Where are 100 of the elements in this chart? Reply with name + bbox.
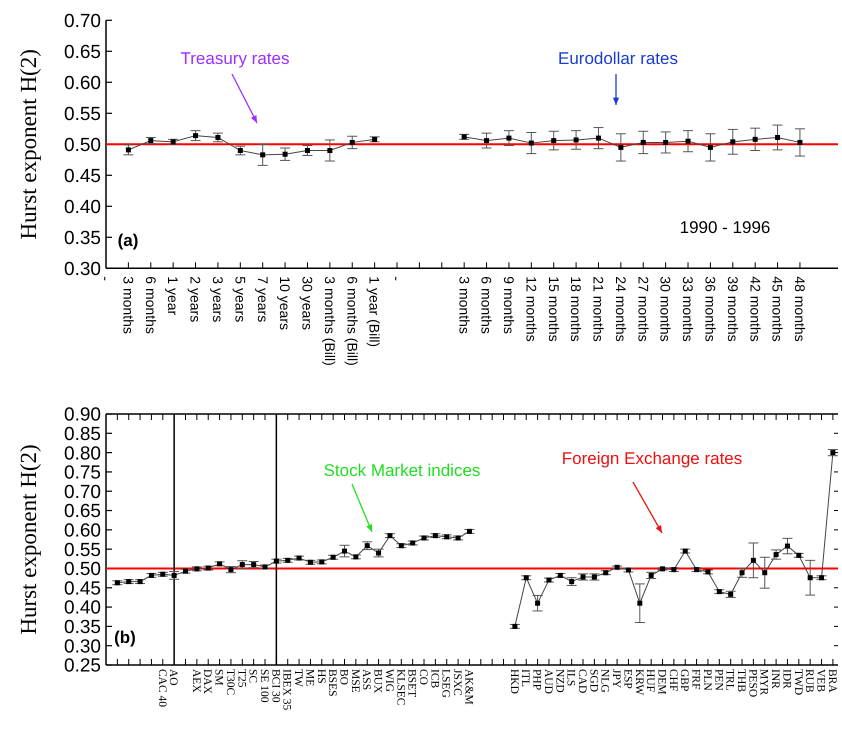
y-tick-label: 0.70 (64, 482, 101, 503)
point (574, 137, 579, 142)
point (528, 140, 534, 146)
y-tick-label: 0.90 (64, 404, 101, 426)
x-tick-label: BSES (326, 669, 338, 696)
x-tick-label: 48 months (792, 276, 808, 342)
x-tick-label: 33 months (680, 276, 696, 342)
x-tick-label: ME (303, 669, 316, 686)
annotation: (b) (114, 628, 136, 647)
x-tick-label: TW (292, 669, 304, 688)
point (551, 138, 556, 144)
y-tick-label: 0.60 (64, 72, 101, 94)
y-tick-label: 0.25 (64, 656, 101, 677)
x-tick-label: 9 months (501, 276, 518, 334)
x-tick-label: HKD (508, 669, 520, 694)
x-tick-label: 3 years (210, 276, 226, 322)
x-tick-label: DEM (656, 669, 668, 695)
x-tick-label: THB (735, 669, 748, 692)
y-tick-label: 0.55 (64, 540, 101, 561)
x-tick-label: PHP (530, 669, 543, 690)
x-tick-label: 12 months (523, 276, 540, 342)
x-tick-label: TRL (724, 669, 736, 691)
x-tick-label: BSET (406, 669, 418, 698)
x-tick-label: 42 months (747, 276, 764, 342)
x-tick-label: 30 months (658, 276, 674, 342)
x-tick-label: 2 years (188, 276, 204, 322)
point (663, 140, 668, 145)
x-tick-label: 6 months (478, 276, 495, 334)
x-tick-label: - (98, 276, 114, 282)
y-tick-label: 0.40 (64, 598, 101, 619)
x-tick-label: INR (769, 669, 782, 690)
y-tick-label: 0.50 (64, 559, 101, 580)
y-tick-label: 0.65 (64, 501, 101, 522)
x-tick-label: NZD (553, 669, 566, 693)
x-tick-label: 6 months (Bill) (344, 276, 360, 366)
point (730, 139, 736, 144)
annotation: Eurodollar rates (558, 49, 678, 68)
y-tick-label: 0.50 (64, 134, 101, 156)
x-tick-label: KRW (632, 669, 645, 696)
point (327, 148, 332, 153)
y-tick-label: 0.45 (64, 166, 101, 187)
x-tick-label: BCI 30 (269, 669, 282, 703)
x-tick-label: RUB (803, 669, 816, 693)
annotation: Treasury rates (180, 49, 290, 68)
y-tick-label: 0.55 (64, 104, 101, 125)
x-tick-label: HUF (644, 669, 656, 692)
point (596, 136, 601, 141)
point (304, 148, 310, 153)
x-tick-label: 6 months (142, 276, 159, 334)
x-tick-label: AK&M (462, 669, 474, 705)
x-tick-label: - (389, 276, 406, 282)
x-tick-label: 18 months (568, 276, 584, 342)
y-axis-title: Hurst exponent H(2) (16, 49, 41, 240)
x-tick-label: 5 years (232, 276, 248, 322)
x-tick-label: AEX (190, 669, 202, 694)
x-tick-label: 1 year (Bill) (366, 276, 383, 348)
point (193, 133, 198, 138)
point (618, 144, 624, 150)
x-tick-label: CO (416, 669, 429, 685)
x-tick-label: 10 years (277, 276, 294, 330)
x-tick-label: 3 months (Bill) (322, 276, 338, 366)
x-tick-label: 27 months (635, 276, 652, 342)
annotation: (a) (118, 231, 138, 250)
point (506, 136, 512, 141)
point (126, 147, 131, 152)
x-tick-label: BRA (826, 669, 838, 694)
x-tick-label: 1 year (165, 276, 182, 316)
x-tick-label: IDR (780, 669, 792, 690)
x-tick-label: SE 100 (258, 669, 270, 703)
x-tick-label: T30C (224, 669, 236, 696)
annotation: Stock Market indices (324, 461, 480, 480)
point (260, 152, 266, 158)
x-tick-label: 24 months (612, 276, 629, 342)
x-tick-label: GBP (678, 669, 690, 692)
y-tick-label: 0.70 (64, 10, 101, 32)
x-tick-label: 7 years (254, 276, 271, 322)
x-tick-label: NLG (598, 669, 611, 693)
x-tick-label: 39 months (724, 276, 741, 342)
y-tick-label: 0.75 (64, 462, 101, 484)
point (686, 138, 691, 144)
point (752, 136, 758, 142)
y-tick-label: 0.30 (64, 258, 101, 280)
x-tick-label: T25 (235, 669, 248, 688)
point (484, 138, 490, 144)
x-tick-label: LSEG (440, 669, 452, 698)
x-tick-label: SC (246, 669, 259, 684)
x-tick-label: CAD (576, 669, 588, 694)
y-tick-label: 0.30 (64, 636, 101, 658)
x-tick-label: 15 months (546, 276, 562, 342)
x-tick-label: AUD (542, 669, 554, 694)
x-tick-label: PEN (712, 669, 724, 692)
x-tick-label: MSE (348, 669, 361, 693)
point (797, 140, 802, 145)
x-tick-label: 36 months (702, 276, 719, 342)
x-tick-label: IBEX 35 (280, 669, 293, 710)
x-tick-label: AO (167, 669, 180, 686)
annotation: Foreign Exchange rates (562, 449, 742, 468)
x-tick-label: CHF (666, 669, 679, 692)
y-axis-title: Hurst exponent H(2) (16, 444, 41, 635)
y-tick-label: 0.80 (64, 443, 101, 464)
